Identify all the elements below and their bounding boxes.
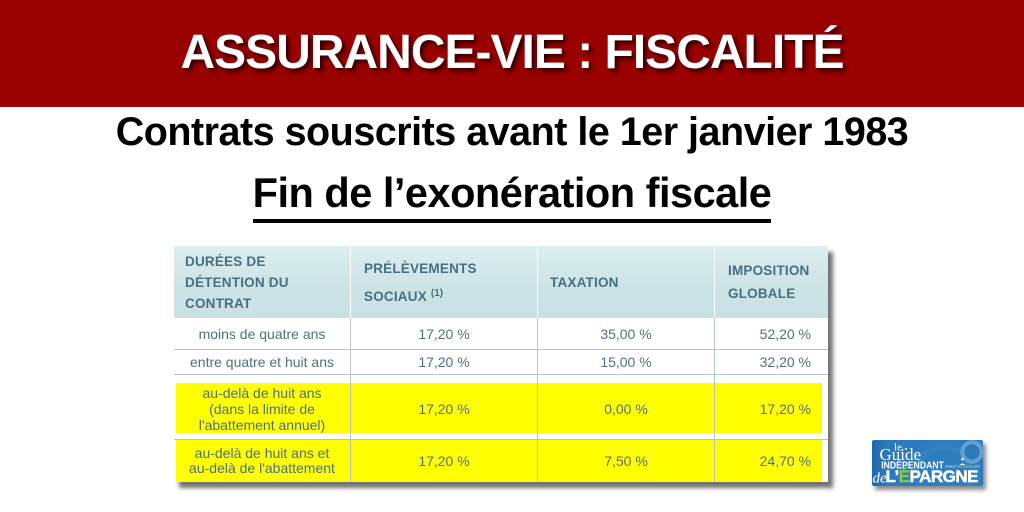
svg-text:le: le (894, 442, 902, 454)
svg-text:INDÉPENDANT: INDÉPENDANT (881, 459, 944, 471)
svg-text:L’ÉPARGNE: L’ÉPARGNE (886, 467, 979, 486)
svg-text:Guide: Guide (880, 445, 922, 464)
svg-text:de: de (873, 471, 888, 487)
svg-text:FranceTransactions.com: FranceTransactions.com (945, 465, 980, 469)
